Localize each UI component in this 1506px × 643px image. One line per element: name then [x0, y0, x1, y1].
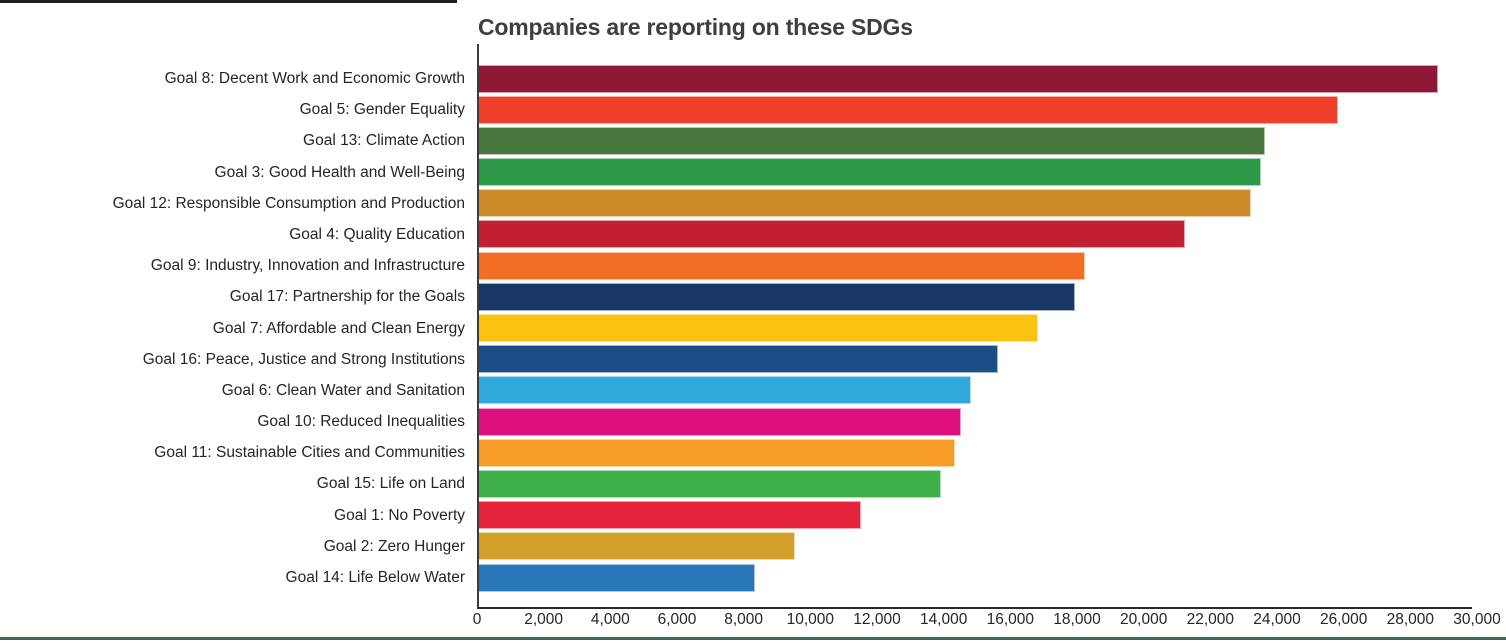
- x-tick-label: 10,000: [786, 611, 835, 628]
- bar-track: [478, 562, 1506, 593]
- chart-row: Goal 16: Peace, Justice and Strong Insti…: [0, 344, 1506, 375]
- chart-row: Goal 17: Partnership for the Goals: [0, 281, 1506, 312]
- chart-row: Goal 4: Quality Education: [0, 219, 1506, 250]
- bar[interactable]: [478, 501, 862, 530]
- bar-rows: Goal 8: Decent Work and Economic Growth G…: [0, 63, 1506, 593]
- category-label: Goal 1: No Poverty: [334, 506, 465, 524]
- chart-row: Goal 6: Clean Water and Sanitation: [0, 375, 1506, 406]
- bar-track: [478, 188, 1506, 219]
- chart-title: Companies are reporting on these SDGs: [478, 14, 913, 40]
- category-label: Goal 11: Sustainable Cities and Communit…: [154, 444, 465, 462]
- bar-track: [478, 344, 1506, 375]
- category-label: Goal 14: Life Below Water: [285, 569, 465, 586]
- bar[interactable]: [478, 376, 972, 405]
- x-tick-label: 2,000: [524, 611, 564, 628]
- x-tick-label: 12,000: [853, 611, 901, 628]
- x-tick-label: 4,000: [590, 611, 630, 628]
- chart-row: Goal 3: Good Health and Well-Being: [0, 157, 1506, 188]
- category-label: Goal 15: Life on Land: [316, 475, 465, 493]
- bar-track: [478, 437, 1506, 468]
- bar-track: [478, 500, 1506, 531]
- bar-track: [478, 219, 1506, 250]
- category-label: Goal 17: Partnership for the Goals: [229, 288, 465, 306]
- bar[interactable]: [478, 251, 1085, 280]
- bar-track: [478, 125, 1506, 156]
- x-tick-label: 26,000: [1319, 611, 1368, 628]
- bottom-rule: [0, 637, 1506, 640]
- bar-track: [478, 63, 1506, 94]
- y-axis-line: [477, 44, 479, 609]
- category-label: Goal 10: Reduced Inequalities: [257, 413, 465, 431]
- top-left-rule: [0, 0, 457, 3]
- bar[interactable]: [478, 438, 955, 467]
- bar[interactable]: [478, 532, 795, 561]
- x-tick-label: 28,000: [1386, 611, 1435, 628]
- bar[interactable]: [478, 469, 942, 498]
- category-label: Goal 2: Zero Hunger: [323, 537, 465, 555]
- bar[interactable]: [478, 563, 755, 592]
- category-label: Goal 9: Industry, Innovation and Infrast…: [150, 257, 465, 275]
- chart-row: Goal 13: Climate Action: [0, 125, 1506, 156]
- category-label: Goal 16: Peace, Justice and Strong Insti…: [142, 350, 465, 368]
- bar[interactable]: [478, 314, 1038, 342]
- chart-row: Goal 10: Reduced Inequalities: [0, 406, 1506, 437]
- x-tick-label: 30,000: [1453, 611, 1501, 628]
- chart-row: Goal 5: Gender Equality: [0, 94, 1506, 125]
- category-label: Goal 6: Clean Water and Sanitation: [221, 381, 465, 399]
- category-label: Goal 4: Quality Education: [289, 225, 465, 243]
- chart-row: Goal 14: Life Below Water: [0, 562, 1506, 593]
- bar[interactable]: [478, 220, 1185, 249]
- bar-track: [478, 468, 1506, 499]
- bar-track: [478, 313, 1506, 344]
- bar[interactable]: [478, 189, 1252, 218]
- category-label: Goal 3: Good Health and Well-Being: [214, 163, 465, 181]
- bar[interactable]: [478, 158, 1262, 187]
- bar-track: [478, 250, 1506, 281]
- x-tick-label: 0: [472, 611, 482, 628]
- x-tick-label: 20,000: [1119, 611, 1168, 628]
- chart-row: Goal 11: Sustainable Cities and Communit…: [0, 437, 1506, 468]
- chart-row: Goal 2: Zero Hunger: [0, 531, 1506, 562]
- x-tick-label: 14,000: [919, 611, 968, 628]
- bar[interactable]: [478, 282, 1075, 311]
- bar[interactable]: [478, 345, 998, 374]
- chart-row: Goal 15: Life on Land: [0, 468, 1506, 499]
- x-tick-label: 22,000: [1186, 611, 1235, 628]
- category-label: Goal 12: Responsible Consumption and Pro…: [112, 194, 465, 212]
- x-tick-label: 6,000: [657, 611, 697, 628]
- chart-row: Goal 9: Industry, Innovation and Infrast…: [0, 250, 1506, 281]
- x-axis-line: [477, 607, 1472, 609]
- category-label: Goal 13: Climate Action: [303, 132, 465, 150]
- category-label: Goal 8: Decent Work and Economic Growth: [164, 70, 465, 87]
- chart-row: Goal 1: No Poverty: [0, 500, 1506, 531]
- bar[interactable]: [478, 126, 1265, 155]
- bar[interactable]: [478, 95, 1338, 124]
- chart-row: Goal 7: Affordable and Clean Energy: [0, 313, 1506, 344]
- x-tick-label: 8,000: [724, 611, 764, 628]
- bar-track: [478, 281, 1506, 312]
- x-tick-label: 16,000: [986, 611, 1035, 628]
- bar[interactable]: [478, 407, 962, 436]
- chart-row: Goal 12: Responsible Consumption and Pro…: [0, 188, 1506, 219]
- bar-track: [478, 531, 1506, 562]
- bar-track: [478, 406, 1506, 437]
- x-tick-label: 24,000: [1253, 611, 1301, 628]
- x-tick-label: 18,000: [1053, 611, 1101, 628]
- bar-track: [478, 94, 1506, 125]
- bar-track: [478, 157, 1506, 188]
- category-label: Goal 7: Affordable and Clean Energy: [212, 319, 465, 337]
- bar-track: [478, 375, 1506, 406]
- category-label: Goal 5: Gender Equality: [299, 101, 465, 119]
- bar[interactable]: [478, 64, 1438, 93]
- chart-row: Goal 8: Decent Work and Economic Growth: [0, 63, 1506, 94]
